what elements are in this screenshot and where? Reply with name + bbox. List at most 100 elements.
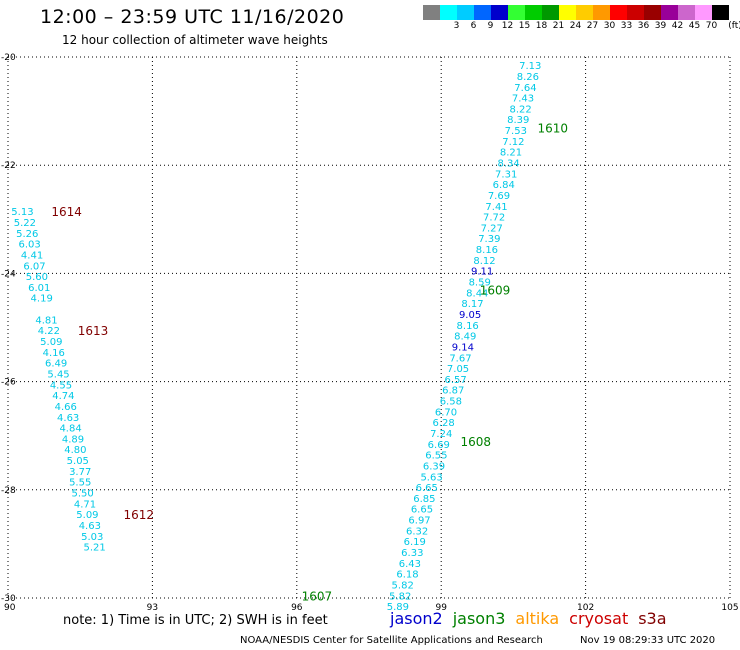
- data-point: 5.21: [84, 543, 106, 554]
- data-point: 6.69: [428, 440, 450, 451]
- satellite-jason3: jason3: [452, 609, 506, 628]
- data-point: 8.39: [507, 115, 529, 126]
- data-point: 8.17: [461, 299, 483, 310]
- y-tick-label: -28: [1, 486, 16, 496]
- data-point: 6.32: [406, 526, 428, 537]
- legend-swatch: [627, 5, 644, 20]
- data-point: 4.63: [57, 413, 79, 424]
- data-point: 5.89: [387, 602, 409, 613]
- satellite-altika: altika: [515, 609, 560, 628]
- data-point: 6.39: [423, 461, 445, 472]
- data-point: 8.26: [517, 72, 539, 83]
- track-label: 1614: [51, 205, 82, 219]
- y-tick-label: -26: [1, 378, 16, 388]
- data-point: 4.71: [74, 499, 96, 510]
- track-label: 1610: [537, 121, 568, 135]
- data-point: 6.33: [401, 548, 423, 559]
- data-point: 4.22: [38, 326, 60, 337]
- data-point: 8.44: [466, 288, 488, 299]
- legend-label: 27: [586, 21, 599, 31]
- data-point: 6.65: [411, 505, 433, 516]
- x-tick-label: 90: [4, 603, 16, 613]
- legend-swatch: [695, 5, 712, 20]
- data-point: 6.97: [408, 516, 430, 527]
- x-tick-label: 93: [147, 603, 158, 613]
- data-point: 8.21: [500, 148, 522, 159]
- track-label: 1613: [78, 324, 109, 338]
- data-point: 6.84: [493, 180, 515, 191]
- data-point: 6.58: [440, 397, 462, 408]
- legend-swatch: [542, 5, 559, 20]
- chart-grid: [8, 57, 730, 598]
- data-point: 6.85: [413, 494, 435, 505]
- data-point: 4.74: [52, 391, 74, 402]
- data-point: 7.31: [495, 169, 517, 180]
- data-point: 5.22: [14, 218, 36, 229]
- legend-swatch: [474, 5, 491, 20]
- data-point: 5.82: [389, 591, 411, 602]
- legend-swatch: [644, 5, 661, 20]
- data-point: 7.05: [447, 364, 469, 375]
- data-point: 6.28: [432, 418, 454, 429]
- page-title: 12:00 – 23:59 UTC 11/16/2020: [40, 6, 345, 28]
- data-point: 5.63: [420, 472, 442, 483]
- legend-swatch: [440, 5, 457, 20]
- data-point: 8.22: [509, 104, 531, 115]
- legend-swatch: [678, 5, 695, 20]
- footer-credit: NOAA/NESDIS Center for Satellite Applica…: [240, 635, 543, 646]
- data-point: 6.87: [442, 386, 464, 397]
- chart-tick-labels: 90 93 96 99 102 105 -20 -22 -24 -26 -28 -30: [1, 53, 739, 613]
- data-point: 8.16: [457, 321, 479, 332]
- track-label: 1608: [460, 435, 491, 449]
- legend-label: 15: [518, 21, 531, 31]
- satellite-s3a: s3a: [638, 609, 667, 628]
- chart-axes: [7, 56, 731, 599]
- data-point: 9.05: [459, 310, 481, 321]
- data-point: 6.19: [404, 537, 426, 548]
- y-tick-label: -22: [1, 161, 16, 171]
- data-point: 5.82: [392, 580, 414, 591]
- data-point: 5.09: [76, 510, 98, 521]
- data-point: 4.55: [50, 380, 72, 391]
- data-point: 5.60: [26, 272, 48, 283]
- data-point: 7.27: [481, 223, 503, 234]
- data-point: 7.53: [505, 126, 527, 137]
- chart-points: 7.138.267.647.438.228.397.537.128.218.34…: [11, 61, 541, 613]
- data-point: 5.03: [81, 532, 103, 543]
- legend-swatch: [712, 5, 729, 20]
- legend-swatch: [559, 5, 576, 20]
- data-point: 7.72: [483, 213, 505, 224]
- legend-swatch: [593, 5, 610, 20]
- track-label: 1607: [302, 589, 333, 603]
- data-point: 6.18: [396, 570, 418, 581]
- legend-label: 36: [637, 21, 650, 31]
- footer-note: note: 1) Time is in UTC; 2) SWH is in fe…: [63, 613, 328, 628]
- chart-track-labels: 1610 1609 1608 1607 1614 1613 1612: [51, 121, 568, 603]
- data-point: 4.66: [55, 402, 77, 413]
- data-point: 4.19: [31, 294, 53, 305]
- data-point: 6.03: [19, 240, 41, 251]
- data-point: 7.41: [485, 202, 507, 213]
- data-point: 5.13: [11, 207, 33, 218]
- legend-label: 33: [620, 21, 633, 31]
- legend-swatch: [508, 5, 525, 20]
- data-point: 4.63: [79, 521, 101, 532]
- legend-label: 39: [654, 21, 667, 31]
- y-tick-label: -24: [1, 269, 16, 279]
- data-point: 3.77: [69, 467, 91, 478]
- legend-swatch: [423, 5, 440, 20]
- y-tick-label: -30: [1, 594, 16, 604]
- legend-unit: (ft): [728, 21, 740, 31]
- x-tick-label: 102: [577, 603, 594, 613]
- legend-label: 6: [470, 21, 477, 31]
- data-point: 6.43: [399, 559, 421, 570]
- x-tick-label: 99: [435, 603, 447, 613]
- satellite-jason2: jason2: [390, 609, 443, 628]
- data-point: 8.59: [469, 278, 491, 289]
- track-label: 1612: [124, 508, 155, 522]
- data-point: 4.81: [35, 315, 57, 326]
- legend-swatch: [457, 5, 474, 20]
- data-point: 6.70: [435, 407, 457, 418]
- legend-swatch: [491, 5, 508, 20]
